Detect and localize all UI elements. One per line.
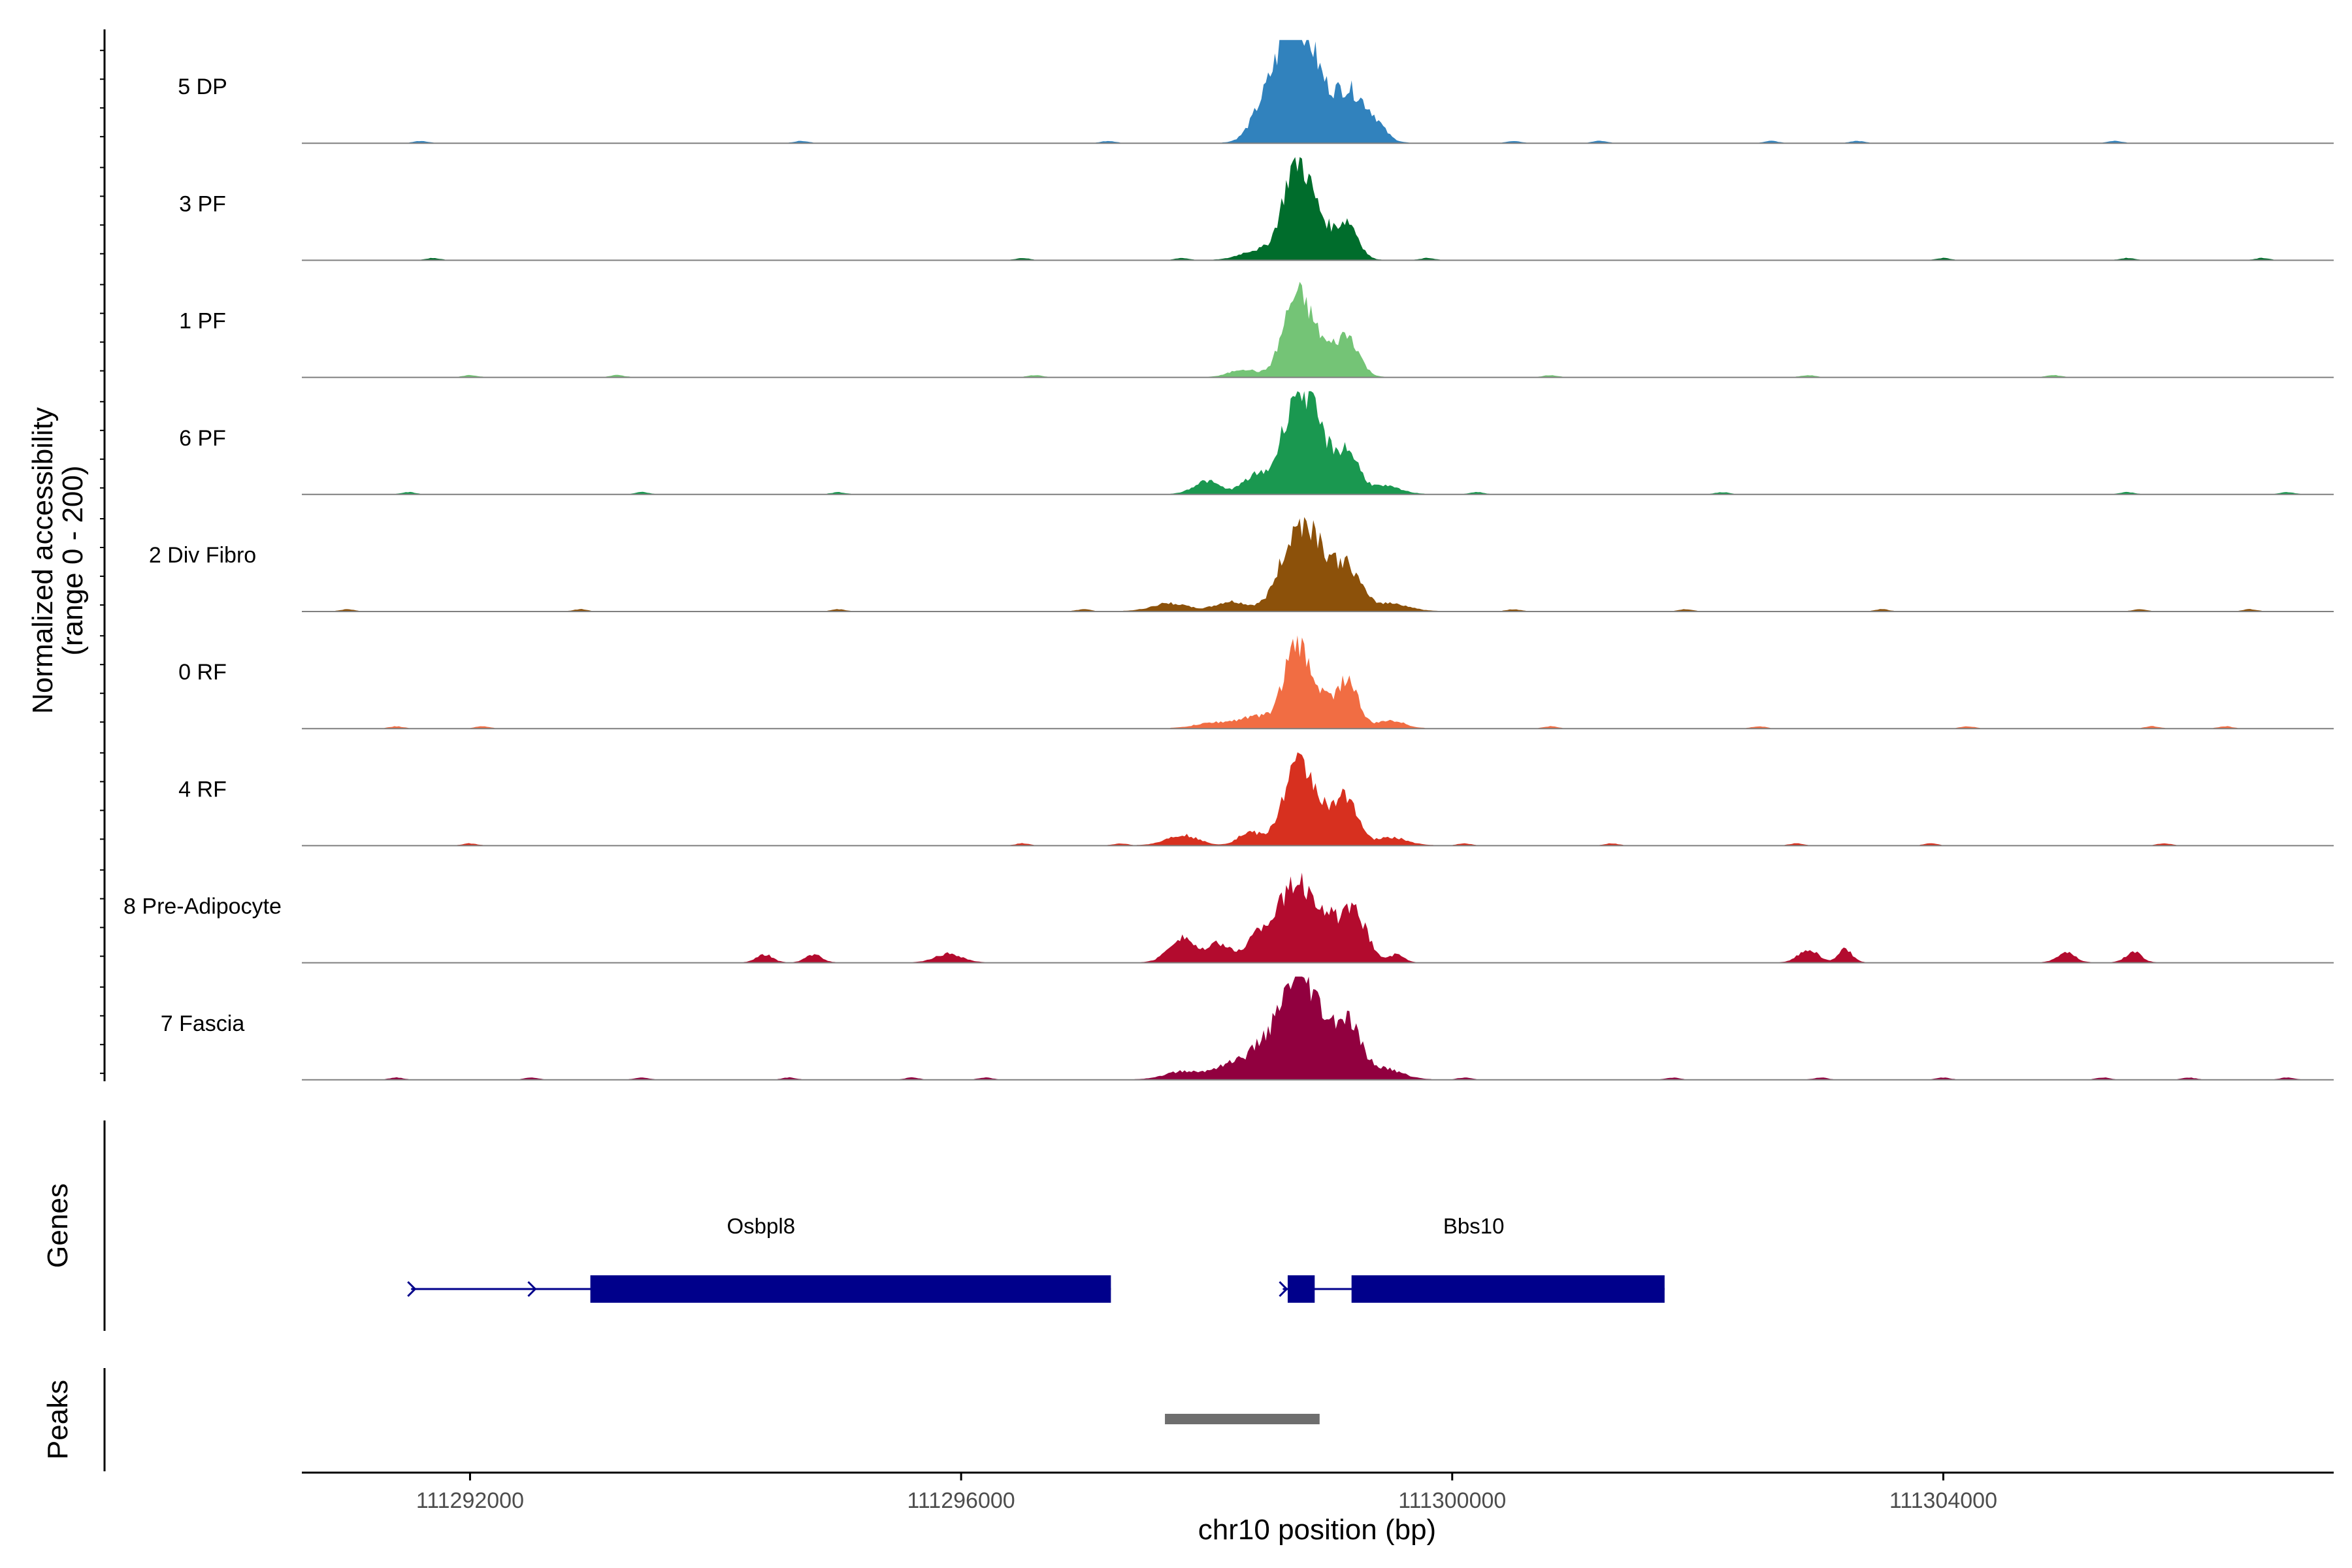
- track-3: 1 PF: [179, 282, 2334, 378]
- track-area: [302, 976, 2334, 1080]
- track-4: 6 PF: [179, 391, 2334, 495]
- accessibility-y-ticks: [100, 50, 105, 1074]
- peak-region-bar: [1165, 1414, 1320, 1424]
- track-label: 3 PF: [179, 191, 226, 216]
- track-area: [302, 40, 2334, 144]
- track-8: 8 Pre-Adipocyte: [123, 872, 2334, 964]
- gene-exon: [590, 1275, 1111, 1303]
- track-area: [302, 391, 2334, 495]
- gene-osbpl8: Osbpl8: [407, 1214, 1111, 1303]
- track-9: 7 Fascia: [161, 976, 2334, 1081]
- track-area: [302, 157, 2334, 261]
- track-1: 5 DP: [178, 40, 2334, 144]
- x-axis-title: chr10 position (bp): [1198, 1514, 1436, 1546]
- peaks-panel-title: Peaks: [42, 1380, 74, 1460]
- track-label: 8 Pre-Adipocyte: [123, 894, 282, 919]
- track-label: 0 RF: [178, 660, 227, 685]
- track-label: 1 PF: [179, 309, 226, 334]
- gene-label: Bbs10: [1443, 1214, 1505, 1238]
- track-area: [302, 517, 2334, 612]
- track-area: [302, 752, 2334, 846]
- gene-bbs10: Bbs10: [1279, 1214, 1665, 1303]
- x-axis-ticks: 111292000 111296000 111300000 111304000: [416, 1473, 1997, 1513]
- gene-annotations: Osbpl8 Bbs10: [407, 1214, 1665, 1303]
- strand-arrow-icon: [407, 1281, 417, 1298]
- track-label: 5 DP: [178, 74, 227, 99]
- x-tick-label: 111304000: [1889, 1488, 1997, 1513]
- track-area: [302, 872, 2334, 963]
- x-tick-label: 111292000: [416, 1488, 524, 1513]
- track-label: 7 Fascia: [161, 1011, 245, 1036]
- track-area: [302, 635, 2334, 729]
- track-5: 2 Div Fibro: [149, 517, 2334, 612]
- track-label: 6 PF: [179, 426, 226, 451]
- track-7: 4 RF: [178, 752, 2334, 847]
- gene-label: Osbpl8: [727, 1214, 796, 1238]
- x-tick-label: 111300000: [1398, 1488, 1506, 1513]
- x-tick-label: 111296000: [907, 1488, 1015, 1513]
- gene-exon: [1351, 1275, 1665, 1303]
- y-axis-title-line2: (range 0 - 200): [57, 465, 89, 655]
- track-area: [302, 282, 2334, 378]
- peak-regions: [1165, 1414, 1320, 1424]
- y-axis-title-line1: Normalized accessibility: [27, 407, 59, 713]
- accessibility-tracks: 5 DP 3 PF 1 PF 6 PF 2 Div Fibro 0 RF 4 RF 8 Pre…: [123, 40, 2334, 1081]
- track-label: 4 RF: [178, 777, 227, 802]
- gene-exon: [1287, 1275, 1315, 1303]
- track-2: 3 PF: [179, 157, 2334, 261]
- genes-panel-title: Genes: [42, 1183, 74, 1268]
- track-6: 0 RF: [178, 635, 2334, 730]
- strand-arrow-icon: [1279, 1281, 1288, 1298]
- strand-arrow-icon: [527, 1281, 537, 1298]
- track-label: 2 Div Fibro: [149, 543, 256, 568]
